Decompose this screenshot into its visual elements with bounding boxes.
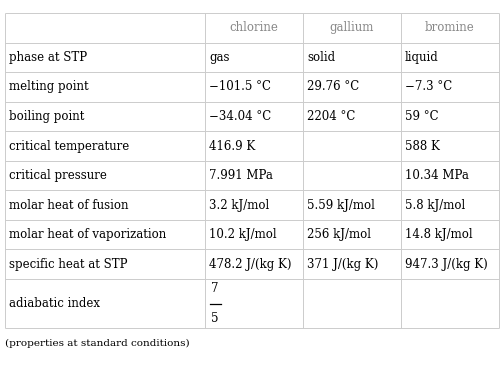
- Text: −7.3 °C: −7.3 °C: [405, 81, 452, 93]
- Text: gas: gas: [209, 51, 230, 64]
- Text: 5.59 kJ/mol: 5.59 kJ/mol: [307, 199, 375, 211]
- Text: 10.34 MPa: 10.34 MPa: [405, 169, 469, 182]
- Text: phase at STP: phase at STP: [9, 51, 87, 64]
- Text: 947.3 J/(kg K): 947.3 J/(kg K): [405, 258, 487, 271]
- Text: melting point: melting point: [9, 81, 89, 93]
- Text: solid: solid: [307, 51, 335, 64]
- Text: 5: 5: [211, 312, 219, 325]
- Text: (properties at standard conditions): (properties at standard conditions): [5, 339, 190, 348]
- Text: 3.2 kJ/mol: 3.2 kJ/mol: [209, 199, 269, 211]
- Text: critical pressure: critical pressure: [9, 169, 107, 182]
- Text: chlorine: chlorine: [229, 21, 278, 34]
- Text: 7.991 MPa: 7.991 MPa: [209, 169, 273, 182]
- Text: −34.04 °C: −34.04 °C: [209, 110, 271, 123]
- Text: adiabatic index: adiabatic index: [9, 297, 100, 310]
- Text: 2204 °C: 2204 °C: [307, 110, 355, 123]
- Text: 7: 7: [211, 282, 219, 295]
- Text: −101.5 °C: −101.5 °C: [209, 81, 271, 93]
- Text: critical temperature: critical temperature: [9, 140, 130, 153]
- Text: molar heat of fusion: molar heat of fusion: [9, 199, 129, 211]
- Text: molar heat of vaporization: molar heat of vaporization: [9, 228, 166, 241]
- Text: 14.8 kJ/mol: 14.8 kJ/mol: [405, 228, 472, 241]
- Text: bromine: bromine: [425, 21, 475, 34]
- Text: 416.9 K: 416.9 K: [209, 140, 256, 153]
- Text: specific heat at STP: specific heat at STP: [9, 258, 128, 271]
- Text: 588 K: 588 K: [405, 140, 439, 153]
- Text: 256 kJ/mol: 256 kJ/mol: [307, 228, 371, 241]
- Text: liquid: liquid: [405, 51, 438, 64]
- Text: 478.2 J/(kg K): 478.2 J/(kg K): [209, 258, 292, 271]
- Text: 371 J/(kg K): 371 J/(kg K): [307, 258, 379, 271]
- Text: 10.2 kJ/mol: 10.2 kJ/mol: [209, 228, 277, 241]
- Text: 5.8 kJ/mol: 5.8 kJ/mol: [405, 199, 465, 211]
- Text: 29.76 °C: 29.76 °C: [307, 81, 359, 93]
- Text: gallium: gallium: [330, 21, 374, 34]
- Text: boiling point: boiling point: [9, 110, 85, 123]
- Text: 59 °C: 59 °C: [405, 110, 438, 123]
